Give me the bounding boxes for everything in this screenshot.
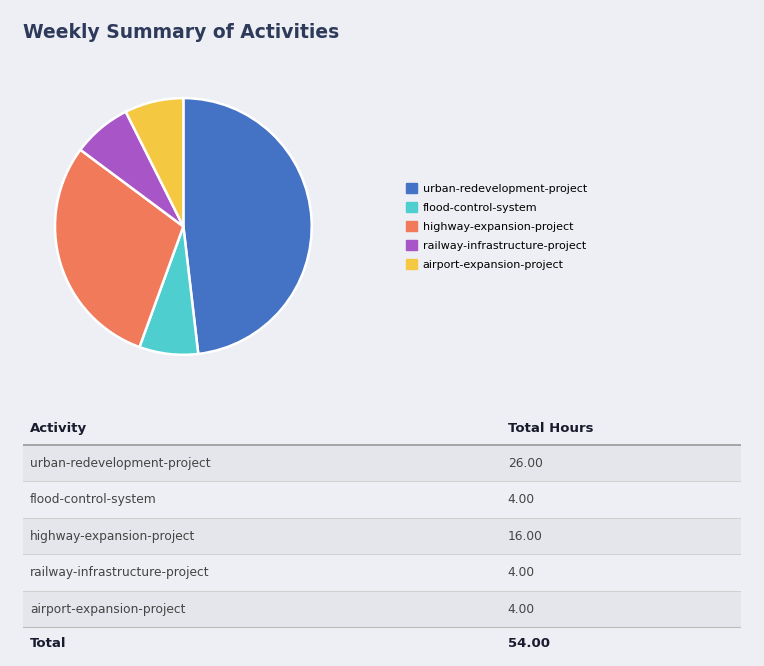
Text: airport-expansion-project: airport-expansion-project — [30, 603, 186, 615]
FancyBboxPatch shape — [23, 518, 741, 554]
Text: Activity: Activity — [30, 422, 87, 436]
Text: railway-infrastructure-project: railway-infrastructure-project — [30, 566, 210, 579]
Text: Weekly Summary of Activities: Weekly Summary of Activities — [23, 23, 339, 43]
Text: Total: Total — [30, 637, 66, 650]
Wedge shape — [183, 98, 312, 354]
Text: 4.00: 4.00 — [508, 603, 535, 615]
Text: 54.00: 54.00 — [508, 637, 549, 650]
Text: 26.00: 26.00 — [508, 457, 542, 470]
Text: 4.00: 4.00 — [508, 493, 535, 506]
Legend: urban-redevelopment-project, flood-control-system, highway-expansion-project, ra: urban-redevelopment-project, flood-contr… — [406, 183, 587, 270]
FancyBboxPatch shape — [23, 591, 741, 627]
Wedge shape — [55, 150, 183, 347]
Text: urban-redevelopment-project: urban-redevelopment-project — [30, 457, 211, 470]
Text: 16.00: 16.00 — [508, 529, 542, 543]
Text: flood-control-system: flood-control-system — [30, 493, 157, 506]
Wedge shape — [80, 112, 183, 226]
Text: Total Hours: Total Hours — [508, 422, 593, 436]
Wedge shape — [126, 98, 183, 226]
Text: highway-expansion-project: highway-expansion-project — [30, 529, 196, 543]
FancyBboxPatch shape — [23, 445, 741, 482]
Wedge shape — [140, 226, 199, 355]
Text: 4.00: 4.00 — [508, 566, 535, 579]
